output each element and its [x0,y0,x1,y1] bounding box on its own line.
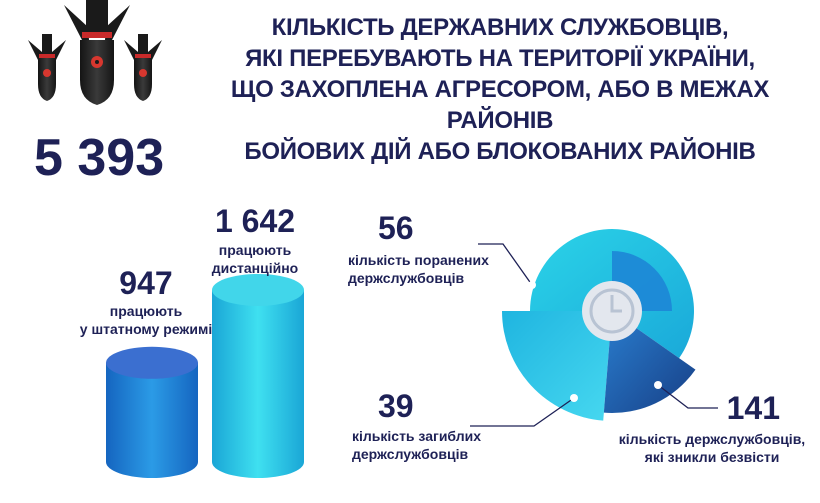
pie-slice-label-2: кількість держслужбовців, які зникли без… [612,430,812,466]
pie-value-label-3: 39 [378,388,414,424]
leader-line [478,243,533,286]
bar-category-line: працюють [218,242,292,258]
clock-icon [582,281,642,341]
bomb-icon [124,34,162,101]
leader-line [470,397,575,427]
bomb-icon [28,34,66,101]
bar-value-label-1: 947 [119,265,173,301]
bar-category-label-1: працюють у штатному режимі [66,302,226,338]
bomb-icon [64,0,130,105]
bar-category-line: дистанційно [211,260,299,276]
title-line: ЩО ЗАХОПЛЕНА АГРЕСОРОМ, АБО В МЕЖАХ РАЙО… [230,76,770,134]
pie-label-line: які зникли безвісти [644,449,780,465]
pie-label-line: держслужбовців [348,270,465,286]
bar-1 [106,346,198,478]
pie-label-line: кількість загиблих [352,428,482,444]
page-title: КІЛЬКІСТЬ ДЕРЖАВНИХ СЛУЖБОВЦІВ, ЯКІ ПЕРЕ… [200,12,800,167]
pie-label-line: кількість держслужбовців, [618,431,806,447]
pie-label-line: кількість поранених [348,252,489,268]
bar-2 [212,274,304,478]
bar-category-label-2: працюють дистанційно [190,241,320,277]
pie-slice-label-1: кількість поранених держслужбовців [348,251,508,287]
bar-value-label-2: 1 642 [214,203,296,239]
total-value: 5 393 [34,129,165,187]
title-line: ЯКІ ПЕРЕБУВАЮТЬ НА ТЕРИТОРІЇ УКРАЇНИ, [245,45,755,72]
leader-marker [570,394,578,402]
leader-marker [528,281,536,289]
leader-line [657,384,718,409]
bar-category-line: працюють [109,303,183,319]
title-line: КІЛЬКІСТЬ ДЕРЖАВНИХ СЛУЖБОВЦІВ, [271,14,729,41]
leader-marker [654,381,662,389]
bar-category-line: у штатному режимі [79,321,213,337]
pie-slice-1 [502,311,612,421]
pie-slice-label-3: кількість загиблих держслужбовців [352,427,502,463]
pie-value-label-2: 141 [726,390,780,426]
pie-label-line: держслужбовців [352,446,469,462]
title-line: БОЙОВИХ ДІЙ АБО БЛОКОВАНИХ РАЙОНІВ [244,138,756,165]
pie-value-label-1: 56 [378,210,414,246]
